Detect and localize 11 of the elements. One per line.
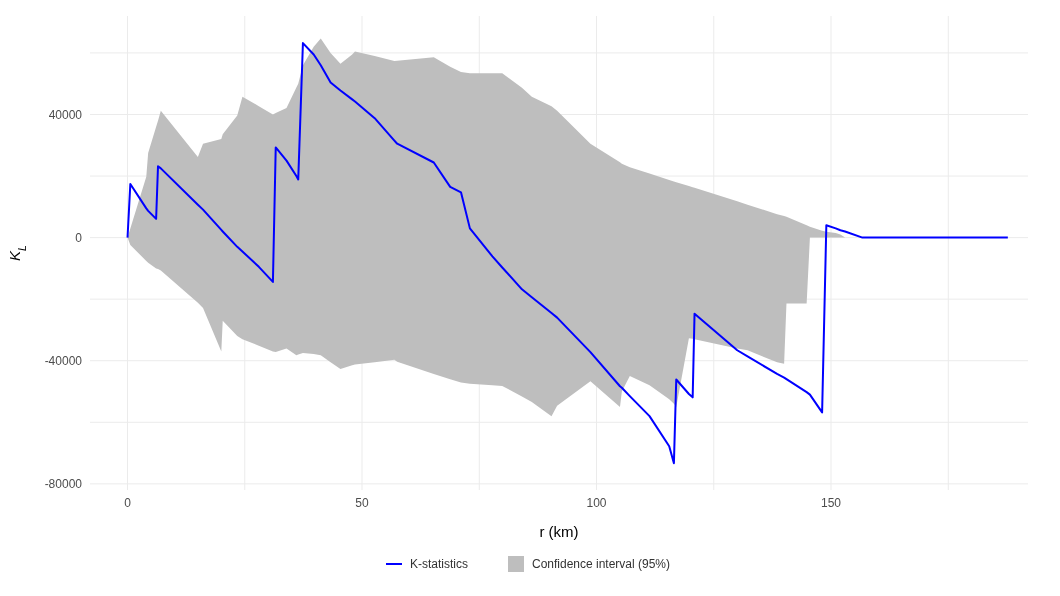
legend-label: K-statistics [409,557,468,571]
x-tick-label: 150 [821,495,842,510]
y-tick-label: 0 [75,230,83,245]
text: Confidence interval (95%) [531,557,671,571]
x-tick-label: 0 [124,495,132,510]
x-tick-label: 50 [355,495,370,510]
y-tick-label: 40000 [48,107,83,122]
x-tick-label: 100 [586,495,607,510]
y-tick-label: -40000 [44,353,83,368]
y-tick-label: -80000 [44,477,83,492]
x-axis-title: r (km) [539,522,579,540]
